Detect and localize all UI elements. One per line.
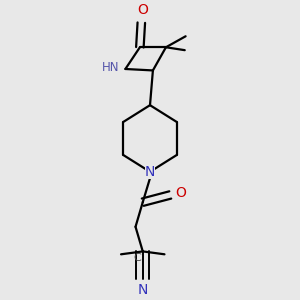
Text: N: N [138,283,148,297]
Text: N: N [145,165,155,179]
Text: HN: HN [101,61,119,74]
Text: O: O [176,187,186,200]
Text: C: C [134,253,141,263]
Text: O: O [137,3,148,17]
